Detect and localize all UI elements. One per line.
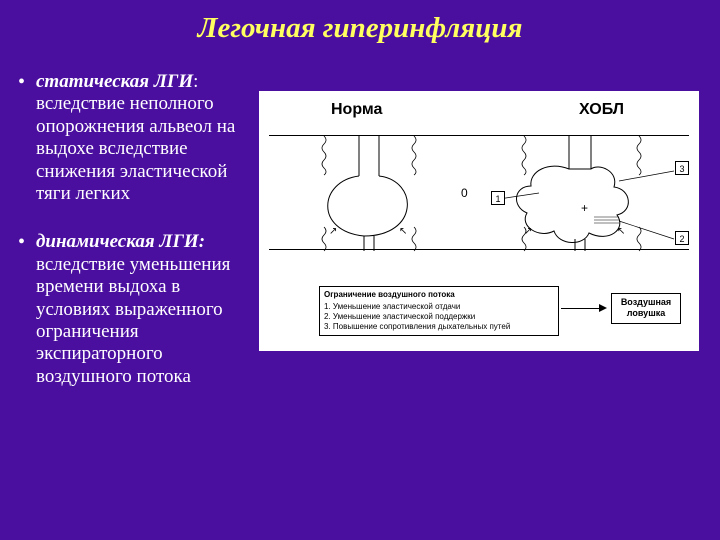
slide-title: Легочная гиперинфляция [0,0,720,53]
fig-legend-item-1: 1. Уменьшение эластической отдачи [324,302,554,312]
fig-label-copd: ХОБЛ [579,101,624,119]
bullet-static: статическая ЛГИ: вследствие неполного оп… [18,71,243,205]
fig-legend-item-2: 2. Уменьшение эластической поддержки [324,312,554,322]
bullet-dynamic: динамическая ЛГИ: вследствие уменьшения … [18,231,243,388]
fig-callout-1: 1 [491,191,505,205]
arrow-icon: ↗ [524,226,532,237]
bullet-static-text: вследствие неполного опорожнения альвеол… [36,93,235,204]
arrow-icon [599,304,607,312]
text-column: статическая ЛГИ: вследствие неполного оп… [18,53,243,414]
fig-callout-3: 3 [675,161,689,175]
fig-legend-box: Ограничение воздушного потока 1. Уменьше… [319,286,559,336]
content-row: статическая ЛГИ: вследствие неполного оп… [0,53,720,414]
fig-callout-2: 2 [675,231,689,245]
fig-center-zero: 0 [461,186,468,200]
bullet-static-sep: : [193,71,198,92]
bullet-dynamic-text: вследствие уменьшения времени выдоха в у… [36,254,230,387]
arrow-icon: ↗ [329,226,337,237]
fig-legend-title: Ограничение воздушного потока [324,290,554,300]
fig-legend-item-3: 3. Повышение сопротивления дыхательных п… [324,322,554,332]
fig-result-box: Воздушная ловушка [611,293,681,324]
fig-label-norma: Норма [331,101,382,119]
figure-diagram: Норма ХОБЛ 0 [259,91,699,351]
bullet-dynamic-lead: динамическая ЛГИ: [36,231,205,252]
fig-plus: + [581,201,588,215]
fig-arrow-line [561,308,599,309]
fig-left-svg [269,121,469,291]
arrow-icon: ↖ [399,226,407,237]
figure-column: Норма ХОБЛ 0 [243,53,702,414]
bullet-static-lead: статическая ЛГИ [36,71,193,92]
arrow-icon: ↖ [617,226,625,237]
